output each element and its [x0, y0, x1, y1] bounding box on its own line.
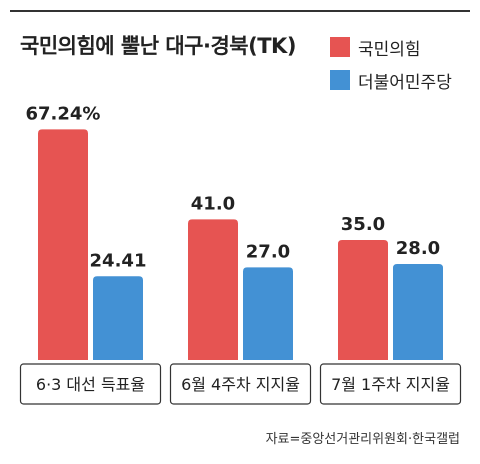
- legend-label-dp: 더불어민주당: [358, 72, 452, 93]
- legend-label-ppp: 국민의힘: [358, 39, 421, 60]
- bar-dp-3: [393, 263, 443, 360]
- legend-item-ppp: 국민의힘: [330, 36, 421, 60]
- chart-title: 국민의힘에 뿔난 대구·경북(TK): [20, 34, 296, 58]
- category-box-1: [19, 363, 162, 405]
- data-label-dp-2: 27.0: [246, 241, 290, 262]
- bar-ppp-1: [38, 129, 88, 360]
- bar-dp-2: [243, 267, 293, 360]
- category-label-3: 7월 1주차 지지율: [331, 375, 450, 394]
- data-label-dp-3: 28.0: [396, 238, 440, 259]
- legend-item-dp: 더불어민주당: [330, 69, 452, 93]
- legend-swatch-ppp: [330, 37, 350, 57]
- category-label-2: 6월 4주차 지지율: [181, 375, 300, 394]
- data-label-ppp-2: 41.0: [191, 193, 235, 214]
- source-note: 자료=중앙선거관리위원회·한국갤럽: [265, 432, 460, 447]
- top-rule: [10, 10, 470, 12]
- legend-swatch-dp: [330, 70, 350, 90]
- data-label-ppp-3: 35.0: [341, 214, 385, 235]
- bar-ppp-3: [338, 239, 388, 360]
- bar-ppp-2: [188, 219, 238, 360]
- data-label-dp-1: 24.41: [90, 250, 147, 271]
- category-label-1: 6·3 대선 득표율: [36, 375, 145, 394]
- bar-dp-1: [93, 276, 143, 360]
- category-box-2: [169, 363, 312, 405]
- data-label-ppp-1: 67.24%: [26, 103, 101, 124]
- category-box-3: [319, 363, 462, 405]
